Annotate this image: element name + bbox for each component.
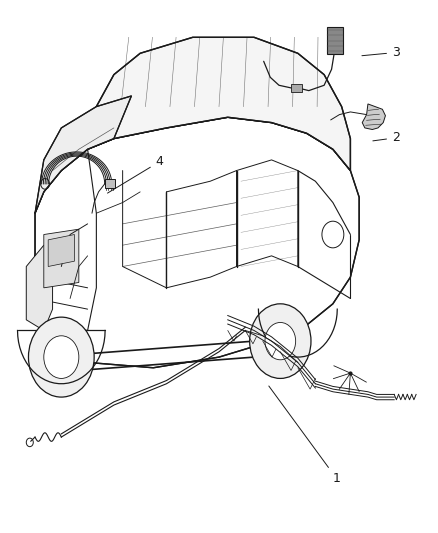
Polygon shape xyxy=(44,229,79,288)
Circle shape xyxy=(44,336,79,378)
FancyBboxPatch shape xyxy=(105,179,115,188)
Polygon shape xyxy=(26,245,53,330)
Circle shape xyxy=(28,317,94,397)
Text: 4: 4 xyxy=(107,155,163,193)
Polygon shape xyxy=(35,96,131,213)
Polygon shape xyxy=(88,37,350,171)
Polygon shape xyxy=(362,104,385,130)
Polygon shape xyxy=(48,235,74,266)
Text: 3: 3 xyxy=(362,46,400,59)
Text: 2: 2 xyxy=(373,131,400,144)
Circle shape xyxy=(250,304,311,378)
FancyBboxPatch shape xyxy=(327,27,343,54)
Circle shape xyxy=(265,322,296,360)
Polygon shape xyxy=(35,117,359,368)
Polygon shape xyxy=(291,84,302,92)
Text: 1: 1 xyxy=(269,386,341,486)
